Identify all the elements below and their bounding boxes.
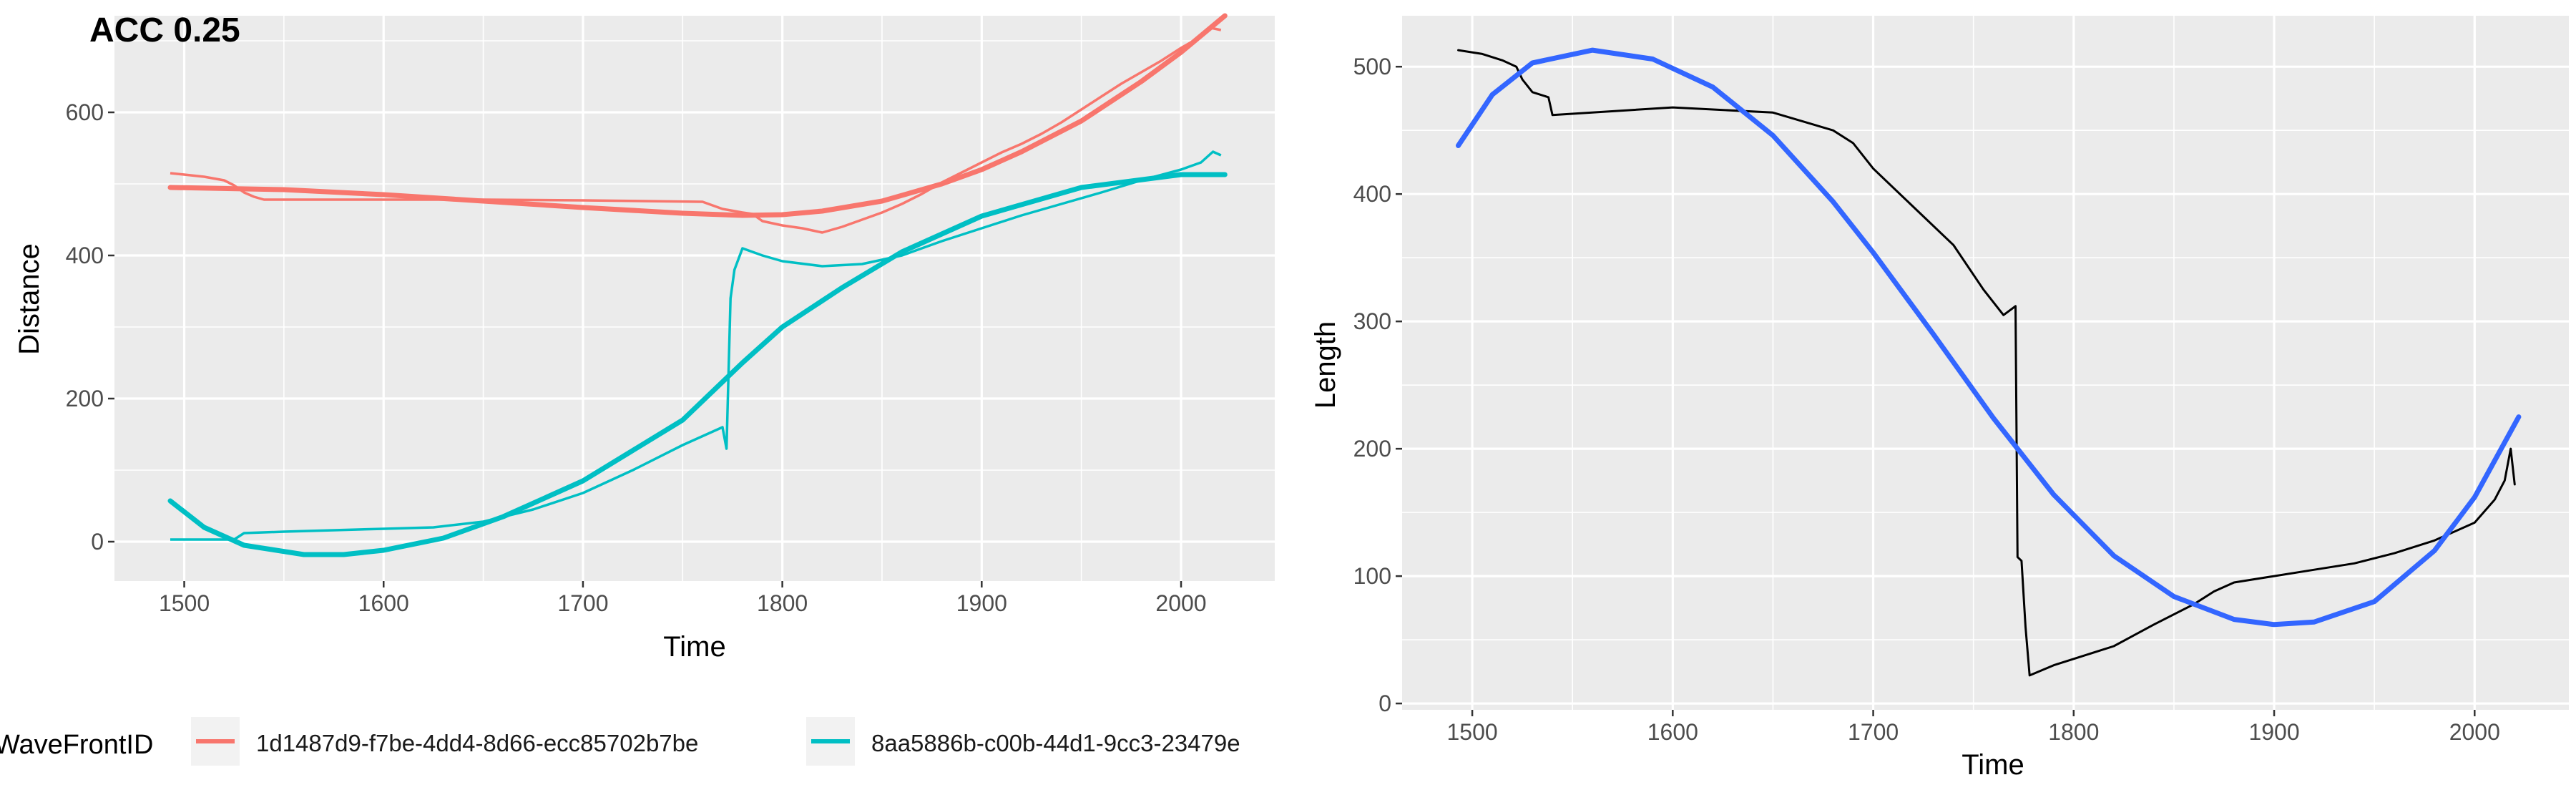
x-tick-label: 2000 [2449,719,2500,745]
legend-title: WaveFrontID [0,730,153,760]
x-tick-label: 1700 [557,590,608,616]
y-tick-label: 0 [1378,691,1391,716]
y-tick-label: 400 [1353,181,1391,207]
y-tick-label: 100 [1353,563,1391,589]
right-plot-background [1402,16,2569,710]
legend-entry-2: 8aa5886b-c00b-44d1-9cc3-23479e [806,717,1240,766]
series-line-1 [170,26,1222,234]
left-gridlines [114,16,1275,581]
left-y-ticks: 0 200 400 600 [66,99,114,555]
series-line-2 [1456,47,2522,628]
right-chart-panel: 1500 1600 1700 1800 1900 2000 0 100 200 300 400 50… [1310,16,2569,781]
x-tick-label: 1600 [358,590,409,616]
x-tick-label: 1500 [1446,719,1497,745]
series-smooth-2 [167,172,1228,557]
legend-label-2: 8aa5886b-c00b-44d1-9cc3-23479e [871,730,1240,756]
left-x-ticks: 1500 1600 1700 1800 1900 2000 [159,581,1207,616]
y-tick-label: 0 [91,529,104,555]
x-tick-label: 1800 [757,590,808,616]
x-tick-label: 1900 [956,590,1007,616]
legend-entry-1: 1d1487d9-f7be-4dd4-8d66-ecc85702b7be [191,717,698,766]
series-line-1 [1457,49,2516,677]
x-tick-label: 1700 [1848,719,1899,745]
left-chart-panel: 1500 1600 1700 1800 1900 2000 0 200 400 600 ACC … [14,11,1275,663]
y-tick-label: 300 [1353,308,1391,334]
left-chart-title: ACC 0.25 [89,11,240,49]
y-tick-label: 500 [1353,54,1391,79]
x-tick-label: 1600 [1647,719,1698,745]
y-tick-label: 600 [66,99,104,125]
x-tick-label: 1800 [2048,719,2099,745]
left-plot-background [114,16,1275,581]
left-series-group [167,13,1228,557]
x-tick-label: 1500 [159,590,210,616]
legend-label-1: 1d1487d9-f7be-4dd4-8d66-ecc85702b7be [256,730,698,756]
right-series-group [1456,47,2522,677]
x-tick-label: 1900 [2248,719,2299,745]
right-y-axis-label: Length [1310,321,1341,409]
y-tick-label: 400 [66,243,104,268]
right-x-ticks: 1500 1600 1700 1800 1900 2000 [1446,710,2500,745]
series-smooth-1 [167,13,1228,218]
series-line-2 [170,150,1222,541]
y-tick-label: 200 [1353,436,1391,462]
legend: WaveFrontID 1d1487d9-f7be-4dd4-8d66-ecc8… [0,717,1240,766]
y-tick-label: 200 [66,386,104,411]
left-y-axis-label: Distance [14,243,45,355]
right-y-ticks: 0 100 200 300 400 500 [1353,54,1402,716]
x-tick-label: 2000 [1155,590,1206,616]
right-x-axis-label: Time [1962,749,2024,781]
left-x-axis-label: Time [663,631,725,663]
